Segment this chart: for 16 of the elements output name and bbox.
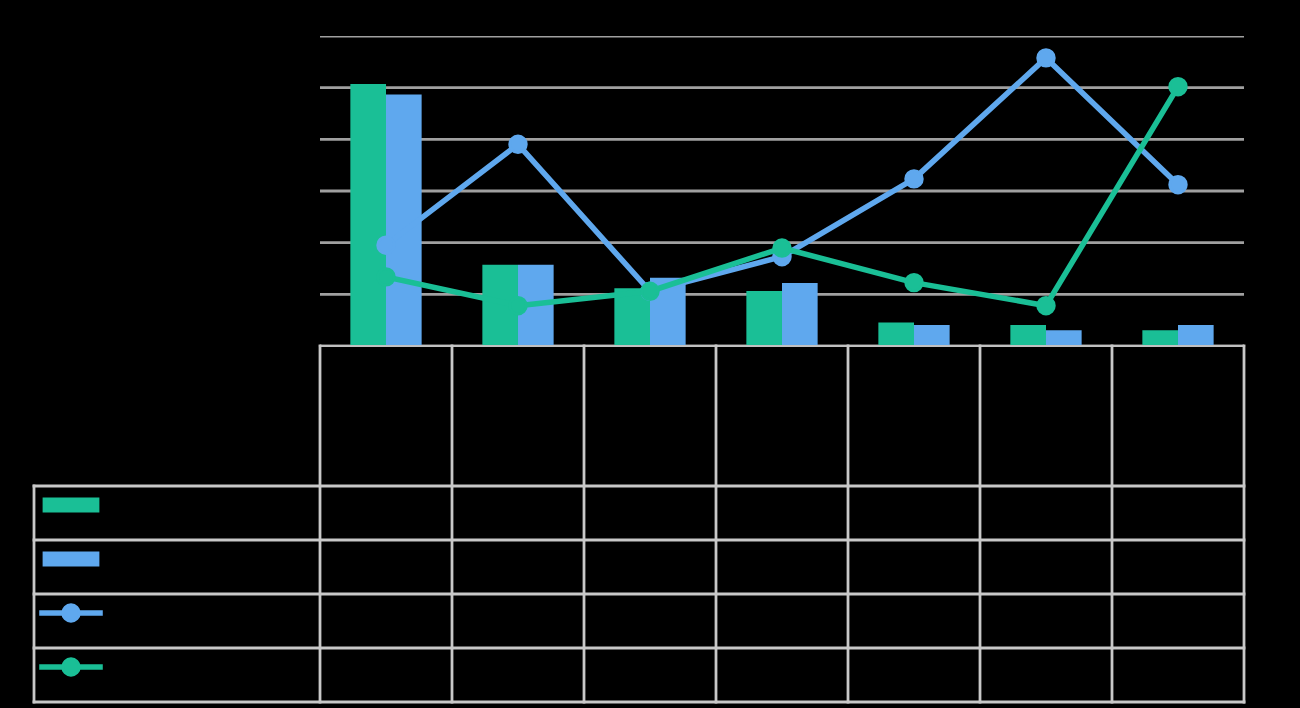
point	[1168, 174, 1188, 195]
point	[772, 238, 792, 258]
point	[508, 134, 528, 155]
point	[1036, 48, 1056, 68]
bar	[1046, 330, 1082, 346]
bar	[746, 290, 782, 346]
bar	[914, 325, 950, 346]
bar	[782, 283, 818, 346]
bar	[1178, 325, 1214, 346]
point	[1036, 295, 1056, 316]
bar	[878, 322, 914, 346]
bar	[1010, 325, 1046, 346]
bar	[1142, 330, 1178, 346]
point	[1168, 76, 1188, 97]
point	[904, 169, 924, 189]
point	[904, 272, 924, 293]
